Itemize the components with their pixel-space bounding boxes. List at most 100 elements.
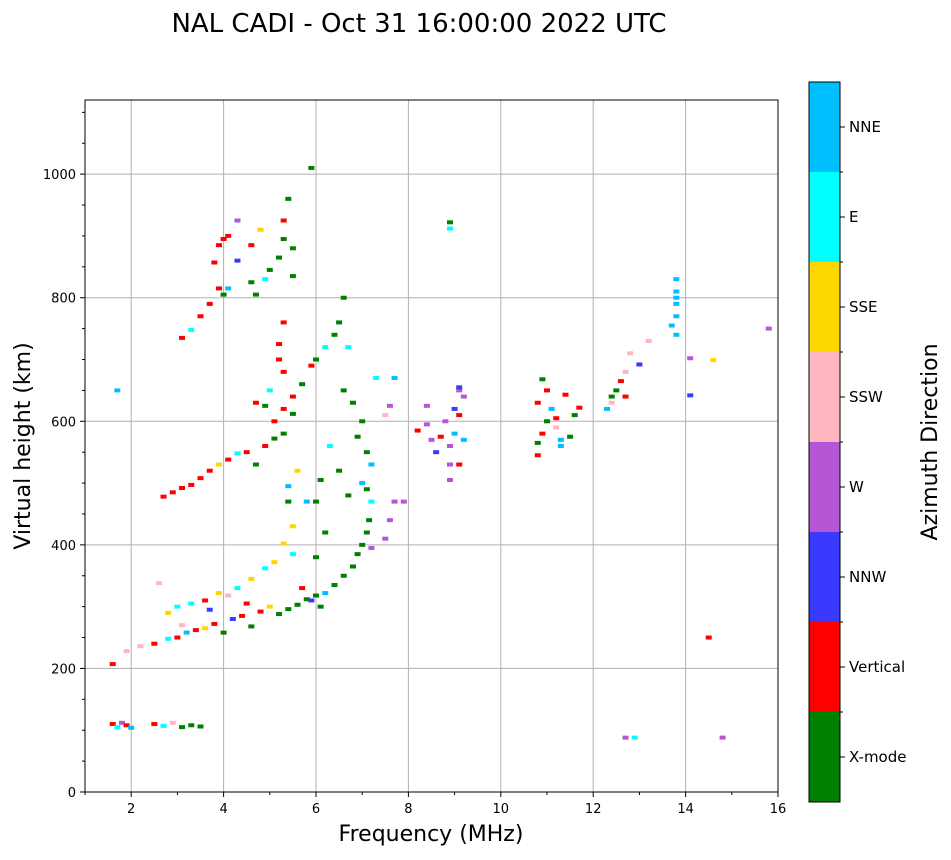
data-point-x-mode <box>363 450 370 455</box>
x-tick-label: 12 <box>585 802 602 817</box>
data-point-x-mode <box>248 624 255 629</box>
colorbar-label-nne: NNE <box>849 118 881 136</box>
data-point-ssw <box>179 623 186 628</box>
data-point-x-mode <box>446 220 453 225</box>
data-point-vertical <box>197 314 204 319</box>
data-point-nne <box>322 591 329 596</box>
data-point-x-mode <box>336 320 343 325</box>
data-point-x-mode <box>340 388 347 393</box>
data-point-x-mode <box>359 419 366 424</box>
data-point-nne <box>673 332 680 337</box>
data-point-vertical <box>248 243 255 248</box>
data-point-x-mode <box>340 573 347 578</box>
data-point-x-mode <box>571 413 578 418</box>
colorbar-label-sse: SSE <box>849 298 878 316</box>
data-point-e <box>631 735 638 740</box>
data-point-nne <box>460 437 467 442</box>
data-point-vertical <box>225 233 232 238</box>
data-point-vertical <box>456 413 463 418</box>
data-point-x-mode <box>271 436 278 441</box>
data-point-vertical <box>151 722 158 727</box>
colorbar-label-w: W <box>849 478 864 496</box>
data-point-vertical <box>622 394 629 399</box>
data-point-nne <box>668 323 675 328</box>
data-point-sse <box>215 462 222 467</box>
data-point-vertical <box>252 400 259 405</box>
data-point-x-mode <box>252 462 259 467</box>
colorbar-label-e: E <box>849 208 858 226</box>
chart-title: NAL CADI - Oct 31 16:00:00 2022 UTC <box>171 9 666 39</box>
data-point-x-mode <box>262 403 269 408</box>
data-points <box>109 165 772 740</box>
y-tick-label: 200 <box>51 662 76 677</box>
colorbar-frame <box>808 81 841 803</box>
data-point-x-mode <box>359 542 366 547</box>
data-point-x-mode <box>349 400 356 405</box>
data-point-w <box>391 499 398 504</box>
colorbar-swatch <box>809 172 840 262</box>
data-point-e <box>289 552 296 557</box>
data-point-nnw <box>451 406 458 411</box>
data-point-vertical <box>211 260 218 265</box>
y-tick-label: 600 <box>51 415 76 430</box>
colorbar: X-mode Vertical NNW W SSW SSE E NNE <box>808 81 906 803</box>
data-point-nne <box>673 289 680 294</box>
data-point-nnw <box>229 617 236 621</box>
data-point-x-mode <box>331 583 338 588</box>
data-point-vertical <box>179 486 186 491</box>
data-point-e <box>165 636 172 641</box>
x-tick-label: 14 <box>677 802 694 817</box>
data-point-vertical <box>553 416 560 421</box>
data-point-e <box>373 376 380 381</box>
data-point-vertical <box>197 476 204 481</box>
y-tick-label: 400 <box>51 539 76 554</box>
data-point-nne <box>604 406 611 411</box>
data-point-x-mode <box>266 267 273 272</box>
data-point-sse <box>248 576 255 581</box>
data-point-vertical <box>414 428 421 433</box>
data-point-w <box>456 388 463 393</box>
x-axis-ticks: 2 4 6 8 10 12 14 16 <box>84 792 786 817</box>
data-point-vertical <box>289 394 296 399</box>
data-point-vertical <box>280 406 287 411</box>
data-point-vertical <box>188 482 195 487</box>
data-point-nnw <box>687 393 694 398</box>
data-point-w <box>446 444 453 448</box>
data-point-x-mode <box>276 255 283 260</box>
data-point-ssw <box>225 593 232 598</box>
data-point-w <box>423 403 430 408</box>
data-point-x-mode <box>197 724 204 729</box>
x-tick-label: 10 <box>493 802 510 817</box>
data-point-x-mode <box>252 292 259 297</box>
data-point-ssw <box>627 351 634 356</box>
x-tick-label: 8 <box>404 802 412 817</box>
data-point-x-mode <box>544 419 550 424</box>
data-point-nne <box>128 725 135 730</box>
data-point-e <box>266 388 273 393</box>
data-point-vertical <box>705 635 712 640</box>
data-point-e <box>160 723 167 728</box>
data-point-x-mode <box>220 630 227 635</box>
data-point-ssw <box>622 369 629 374</box>
colorbar-swatch <box>809 712 840 802</box>
data-point-e <box>368 499 375 504</box>
data-point-x-mode <box>289 274 296 279</box>
data-point-e <box>188 601 195 606</box>
colorbar-swatch <box>809 622 840 712</box>
data-point-nne <box>303 499 310 504</box>
data-point-sse <box>202 626 209 631</box>
data-point-x-mode <box>363 530 370 535</box>
data-point-nne <box>557 444 564 448</box>
data-point-vertical <box>257 609 264 614</box>
data-point-vertical <box>262 444 269 448</box>
data-point-vertical <box>211 621 218 626</box>
data-point-vertical <box>456 462 463 467</box>
data-point-vertical <box>271 419 278 424</box>
data-point-vertical <box>151 641 158 646</box>
data-point-nnw <box>636 362 643 367</box>
data-point-ssw <box>155 581 162 586</box>
data-point-vertical <box>239 613 246 618</box>
data-point-x-mode <box>345 493 352 498</box>
data-point-x-mode <box>354 552 361 557</box>
